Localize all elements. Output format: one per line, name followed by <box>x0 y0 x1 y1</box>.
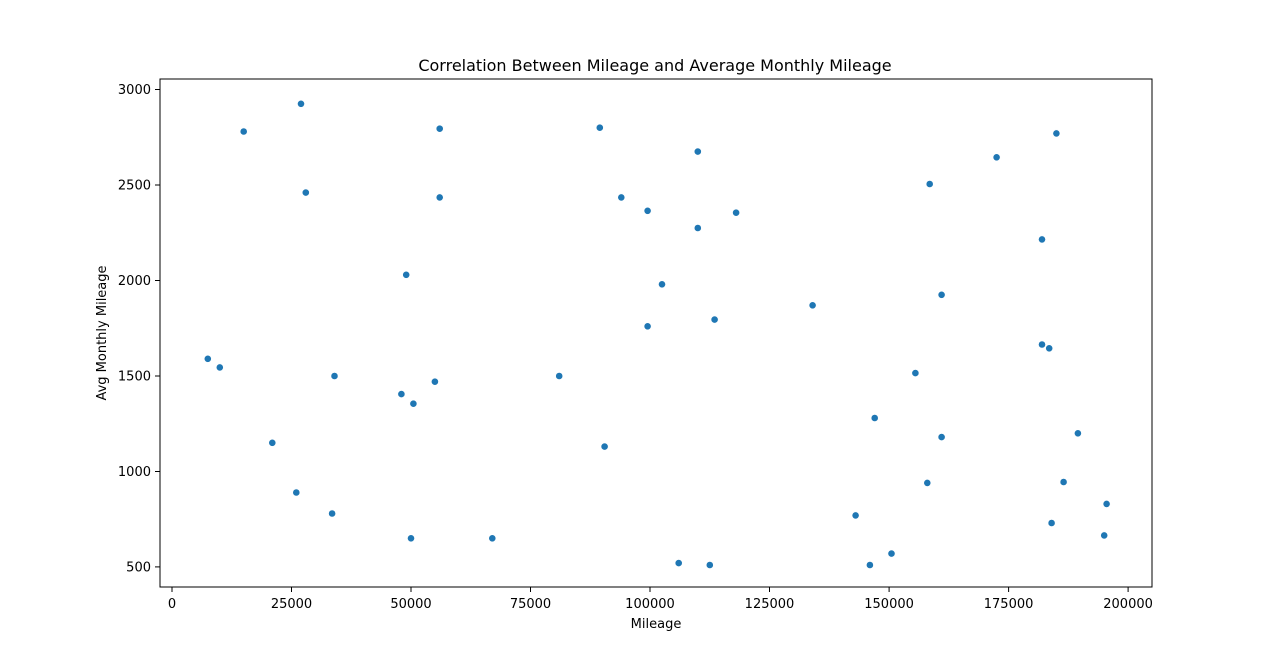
x-tick-label: 175000 <box>984 597 1034 612</box>
data-point <box>1045 344 1054 353</box>
data-point <box>937 290 946 299</box>
data-point <box>674 559 683 567</box>
data-point <box>402 270 411 279</box>
data-point <box>937 433 946 441</box>
data-point <box>710 315 719 324</box>
data-point <box>643 206 652 215</box>
y-tick-label: 1000 <box>118 465 151 480</box>
y-tick-label: 2500 <box>118 179 151 194</box>
chart-title: Correlation Between Mileage and Average … <box>418 56 891 75</box>
x-tick-label: 200000 <box>1103 597 1153 612</box>
x-tick-label: 0 <box>168 597 176 612</box>
data-point <box>430 377 439 386</box>
y-tick-label: 3000 <box>118 83 151 98</box>
data-point <box>693 224 702 232</box>
x-tick-label: 25000 <box>271 597 312 612</box>
data-point <box>301 188 310 197</box>
data-point <box>203 354 212 363</box>
x-tick-label: 125000 <box>745 597 795 612</box>
data-point <box>693 147 702 156</box>
y-tick-label: 2000 <box>118 274 151 289</box>
data-point <box>992 153 1001 162</box>
data-point <box>215 363 224 372</box>
x-axis-ticks: 0 25000 50000 75000 100000 125000 150000 175000… <box>168 587 1153 612</box>
data-point <box>409 399 418 408</box>
y-tick-label: 500 <box>126 560 151 575</box>
data-point <box>808 301 817 310</box>
x-tick-label: 150000 <box>864 597 914 612</box>
y-axis-ticks: 500 1000 1500 2000 2500 3000 <box>118 83 160 575</box>
data-point <box>595 123 604 132</box>
data-point <box>866 561 874 569</box>
data-point <box>870 414 879 422</box>
data-point <box>397 390 406 398</box>
data-point <box>435 124 444 133</box>
data-point <box>1102 499 1111 508</box>
data-point <box>911 369 920 377</box>
data-point <box>851 511 860 520</box>
data-point <box>488 534 497 543</box>
data-point <box>407 534 415 543</box>
data-point <box>292 488 301 497</box>
data-point <box>555 372 564 380</box>
data-point <box>239 127 248 136</box>
data-point <box>617 193 626 202</box>
data-point <box>328 509 336 518</box>
data-point <box>658 280 666 289</box>
data-point <box>1038 340 1046 349</box>
data-point <box>268 438 277 447</box>
y-axis-label: Avg Monthly Mileage <box>95 265 110 400</box>
data-points <box>203 99 1111 569</box>
data-point <box>297 99 305 108</box>
data-point <box>1100 531 1109 540</box>
data-point <box>330 372 339 380</box>
data-point <box>705 561 714 569</box>
data-point <box>643 322 652 331</box>
x-tick-label: 75000 <box>510 597 551 612</box>
data-point <box>925 180 934 188</box>
data-point <box>1047 519 1056 527</box>
data-point <box>923 478 932 487</box>
data-point <box>732 208 740 217</box>
data-point <box>435 193 444 202</box>
x-tick-label: 100000 <box>625 597 675 612</box>
data-point <box>1052 129 1061 138</box>
data-point <box>1038 235 1046 244</box>
data-point <box>1074 429 1082 438</box>
data-point <box>600 442 609 451</box>
data-point <box>887 549 896 558</box>
x-axis-label: Mileage <box>631 617 682 632</box>
plot-area-frame <box>159 78 1153 588</box>
data-point <box>1059 478 1068 486</box>
y-tick-label: 1500 <box>118 370 151 385</box>
x-tick-label: 50000 <box>390 597 431 612</box>
